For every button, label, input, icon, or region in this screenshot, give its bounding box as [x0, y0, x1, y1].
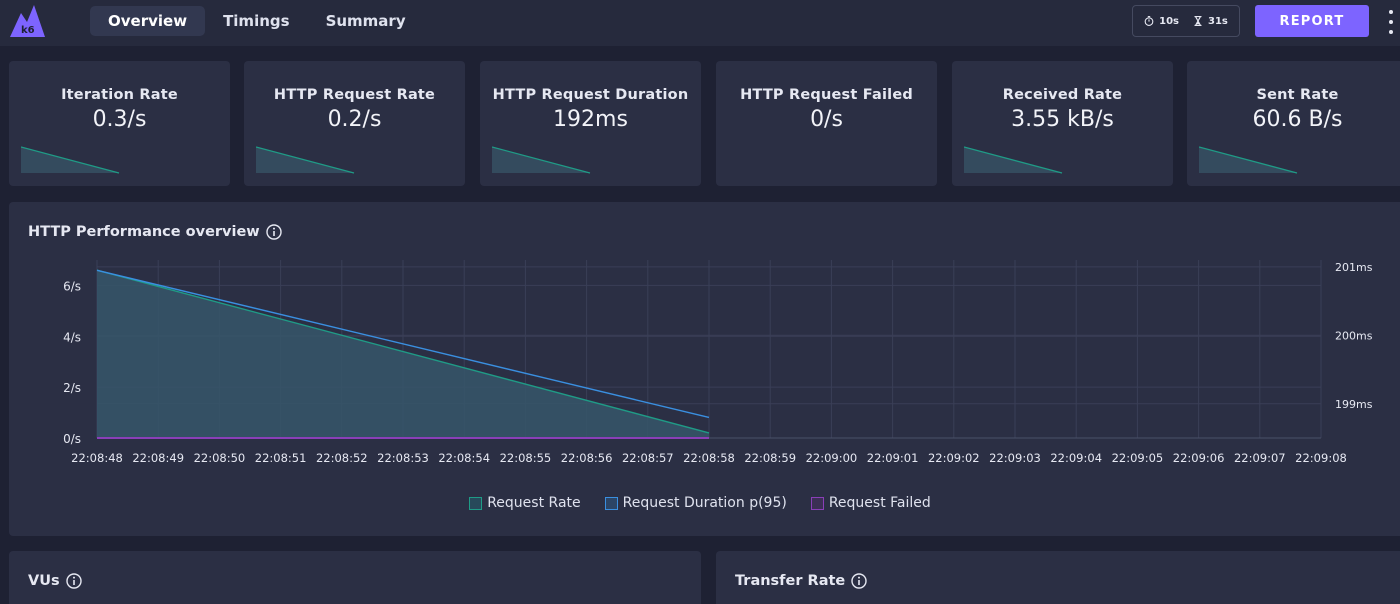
x-tick-label: 22:08:52: [316, 451, 368, 465]
stat-value: 60.6 B/s: [1252, 107, 1343, 132]
chart-legend: Request Rate Request Duration p(95) Requ…: [9, 495, 1391, 511]
timer-display: 10s 31s: [1132, 5, 1240, 37]
legend-label: Request Duration p(95): [622, 495, 787, 511]
stat-label: Iteration Rate: [61, 87, 178, 103]
legend-item-request-rate[interactable]: Request Rate: [469, 495, 581, 511]
series-line-request-rate: [96, 269, 710, 434]
stat-card-http-request-rate: HTTP Request Rate 0.2/s: [244, 61, 465, 186]
sparkline: [256, 146, 355, 174]
top-bar: k6 Overview Timings Summary 10s 31s REPO…: [0, 0, 1400, 46]
panel-title: VUs: [28, 573, 82, 589]
panel-title-text: VUs: [28, 573, 60, 589]
y-right-tick-label: 201ms: [1335, 261, 1373, 274]
k6-logo-icon[interactable]: k6: [8, 4, 46, 38]
hourglass-icon: [1194, 16, 1202, 26]
nav-tabs: Overview Timings Summary: [90, 6, 424, 36]
info-icon[interactable]: [851, 573, 867, 589]
stat-card-http-request-failed: HTTP Request Failed 0/s: [716, 61, 937, 186]
stat-value: 0.3/s: [92, 107, 147, 132]
legend-item-request-duration[interactable]: Request Duration p(95): [604, 495, 787, 511]
stat-card-received-rate: Received Rate 3.55 kB/s: [952, 61, 1173, 186]
panel-title-text: Transfer Rate: [735, 573, 846, 589]
legend-swatch: [469, 496, 483, 510]
x-tick-label: 22:08:58: [683, 451, 735, 465]
performance-chart: 0/s 2/s 4/s 6/s 199ms 200ms 201ms 22:08:48 22:08…: [63, 260, 1373, 465]
x-tick-label: 22:09:08: [1295, 451, 1347, 465]
legend-swatch: [810, 496, 824, 510]
stat-value: 0.2/s: [327, 107, 382, 132]
stat-value: 3.55 kB/s: [1011, 107, 1114, 132]
stat-label: HTTP Request Duration: [492, 87, 689, 103]
x-tick-label: 22:08:50: [194, 451, 246, 465]
x-tick-label: 22:08:57: [622, 451, 674, 465]
sparkline: [1199, 146, 1298, 174]
performance-panel: HTTP Performance overview 0/s 2/s 4/s 6/s 19…: [9, 202, 1400, 536]
sparkline: [964, 146, 1063, 174]
legend-swatch: [604, 496, 618, 510]
x-tick-label: 22:08:55: [500, 451, 552, 465]
sparkline: [21, 146, 120, 174]
stat-value: 192ms: [553, 107, 628, 132]
vus-panel: VUs: [9, 551, 701, 604]
x-tick-label: 22:09:03: [989, 451, 1041, 465]
legend-item-request-failed[interactable]: Request Failed: [810, 495, 931, 511]
x-tick-label: 22:09:06: [1173, 451, 1225, 465]
x-tick-label: 22:08:48: [71, 451, 123, 465]
transfer-rate-panel: Transfer Rate: [716, 551, 1400, 604]
y-right-tick-label: 200ms: [1335, 329, 1373, 342]
tab-overview[interactable]: Overview: [90, 6, 206, 36]
tab-summary[interactable]: Summary: [325, 12, 406, 30]
x-tick-label: 22:08:56: [561, 451, 613, 465]
panel-title: Transfer Rate: [735, 573, 867, 589]
x-tick-label: 22:08:51: [255, 451, 307, 465]
legend-label: Request Failed: [828, 495, 931, 511]
x-tick-label: 22:08:59: [744, 451, 796, 465]
y-left-tick-label: 6/s: [63, 279, 81, 293]
series-area-0: [97, 270, 709, 438]
sparkline: [492, 146, 591, 174]
y-left-tick-label: 2/s: [63, 381, 81, 395]
x-tick-label: 22:09:01: [867, 451, 919, 465]
y-left-tick-label: 0/s: [63, 432, 81, 446]
elapsed-value: 31s: [1208, 15, 1228, 27]
stat-label: HTTP Request Failed: [740, 87, 913, 103]
stopwatch-icon: [1144, 16, 1154, 26]
stat-value: 0/s: [810, 107, 843, 132]
x-tick-label: 22:08:49: [132, 451, 184, 465]
x-tick-label: 22:09:07: [1234, 451, 1286, 465]
x-tick-label: 22:09:00: [806, 451, 858, 465]
y-right-tick-label: 199ms: [1335, 398, 1373, 411]
more-menu-icon[interactable]: [1386, 10, 1396, 34]
report-button[interactable]: REPORT: [1255, 5, 1369, 37]
x-tick-label: 22:08:53: [377, 451, 429, 465]
series-line-request-duration-p-95-: [96, 269, 710, 419]
stat-card-sent-rate: Sent Rate 60.6 B/s: [1187, 61, 1400, 186]
period-value: 10s: [1159, 15, 1179, 27]
x-tick-label: 22:09:04: [1050, 451, 1102, 465]
panel-title: HTTP Performance overview: [28, 224, 282, 240]
x-tick-label: 22:08:54: [438, 451, 490, 465]
y-left-tick-label: 4/s: [63, 330, 81, 344]
logo-text: k6: [21, 25, 35, 36]
stat-label: HTTP Request Rate: [273, 87, 436, 103]
stat-label: Sent Rate: [1256, 87, 1339, 103]
panel-title-text: HTTP Performance overview: [28, 224, 260, 240]
stat-label: Received Rate: [1002, 87, 1123, 103]
x-tick-label: 22:09:05: [1112, 451, 1164, 465]
legend-label: Request Rate: [487, 495, 581, 511]
x-tick-label: 22:09:02: [928, 451, 980, 465]
info-icon[interactable]: [266, 224, 282, 240]
tab-timings[interactable]: Timings: [223, 12, 290, 30]
stat-card-http-request-duration: HTTP Request Duration 192ms: [480, 61, 701, 186]
info-icon[interactable]: [65, 573, 82, 589]
stat-card-iteration-rate: Iteration Rate 0.3/s: [9, 61, 230, 186]
